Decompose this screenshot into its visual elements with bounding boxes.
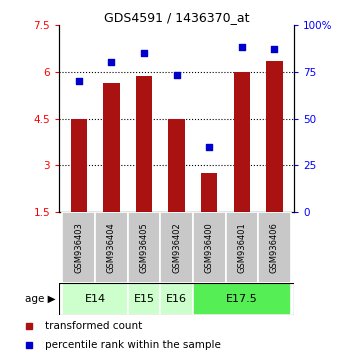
Bar [266,61,283,212]
Point [207,144,212,149]
Bar [234,72,250,212]
Point [239,45,245,50]
Text: E17.5: E17.5 [226,294,258,304]
Point [76,78,81,84]
Bar [160,212,193,283]
Text: GSM936401: GSM936401 [237,222,246,273]
Text: GSM936400: GSM936400 [205,222,214,273]
Text: age ▶: age ▶ [25,294,56,304]
Bar [63,283,128,315]
Bar [103,82,120,212]
Text: GSM936403: GSM936403 [74,222,83,273]
Bar [193,283,291,315]
Bar [160,283,193,315]
Text: GSM936405: GSM936405 [140,222,148,273]
Point [174,73,179,78]
Text: GSM936406: GSM936406 [270,222,279,273]
Bar [258,212,291,283]
Text: GSM936404: GSM936404 [107,222,116,273]
Text: E15: E15 [134,294,154,304]
Bar [128,212,160,283]
Text: percentile rank within the sample: percentile rank within the sample [45,341,221,350]
Text: E14: E14 [84,294,105,304]
Text: GSM936402: GSM936402 [172,222,181,273]
Bar [63,212,95,283]
Bar [95,212,128,283]
Bar [201,173,217,212]
Bar [193,212,225,283]
Bar [71,119,87,212]
Text: E16: E16 [166,294,187,304]
Text: transformed count: transformed count [45,321,142,331]
Point [272,46,277,52]
Bar [128,283,160,315]
Point [108,59,114,65]
Bar [136,76,152,212]
Point [141,50,147,56]
Title: GDS4591 / 1436370_at: GDS4591 / 1436370_at [104,11,249,24]
Bar [168,119,185,212]
Bar [225,212,258,283]
